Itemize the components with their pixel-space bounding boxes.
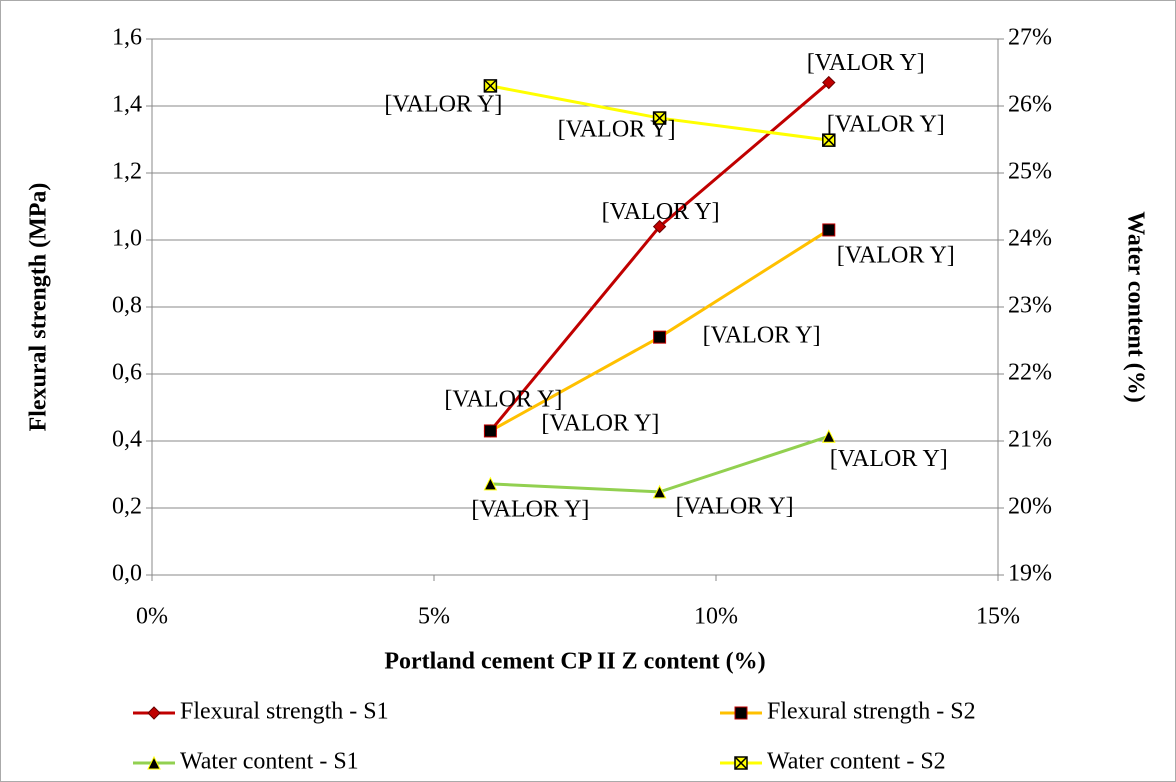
data-label: [VALOR Y]: [807, 50, 925, 76]
x-axis-title: Portland cement CP II Z content (%): [384, 649, 765, 675]
legend-label: Water content - S1: [180, 749, 359, 775]
data-label: [VALOR Y]: [541, 410, 659, 436]
y2-tick-label: 20%: [1008, 494, 1052, 520]
data-label: [VALOR Y]: [444, 386, 562, 412]
marker-shape: [147, 755, 161, 770]
data-label: [VALOR Y]: [703, 323, 821, 349]
y2-tick-label: 23%: [1008, 293, 1052, 319]
marker-shape: [822, 223, 836, 237]
marker-shape: [483, 424, 497, 438]
marker: [653, 330, 667, 344]
y-tick-label: 0,4: [112, 427, 142, 453]
y2-tick-label: 19%: [1008, 561, 1052, 587]
marker-shape: [483, 79, 497, 93]
marker: [483, 79, 498, 93]
marker: [652, 219, 667, 234]
marker-shape: [652, 219, 667, 234]
marker-shape: [822, 133, 836, 147]
legend-label: Flexural strength - S2: [767, 699, 976, 725]
y-tick-label: 1,2: [112, 159, 142, 185]
marker: [483, 424, 497, 438]
data-label: [VALOR Y]: [558, 117, 676, 143]
marker: [734, 706, 748, 720]
marker: [822, 133, 836, 147]
data-label: [VALOR Y]: [837, 242, 955, 268]
marker: [652, 111, 667, 125]
marker-shape: [652, 484, 667, 499]
data-label: [VALOR Y]: [471, 496, 589, 522]
marker-shape: [653, 330, 667, 344]
data-label: [VALOR Y]: [602, 199, 720, 225]
y2-tick-label: 22%: [1008, 360, 1052, 386]
x-tick-label: 10%: [694, 604, 738, 630]
y-tick-label: 1,6: [112, 25, 142, 51]
data-label: [VALOR Y]: [676, 493, 794, 519]
x-tick-label: 5%: [418, 604, 450, 630]
marker-shape: [822, 75, 836, 90]
x-tick-label: 0%: [136, 604, 168, 630]
y2-tick-label: 27%: [1008, 25, 1052, 51]
y2-axis-title: Water content (%): [1122, 211, 1148, 403]
marker: [734, 756, 748, 770]
data-label: [VALOR Y]: [384, 91, 502, 117]
legend-label: Water content - S2: [767, 749, 946, 775]
y-tick-label: 0,2: [112, 494, 142, 520]
marker-shape: [734, 756, 748, 770]
marker: [822, 75, 836, 90]
marker: [147, 706, 161, 720]
legend-label: Flexural strength - S1: [180, 699, 389, 725]
y2-tick-label: 26%: [1008, 92, 1052, 118]
y-tick-label: 1,0: [112, 226, 142, 252]
marker-shape: [147, 706, 161, 720]
marker-shape: [821, 429, 836, 443]
y-tick-label: 0,6: [112, 360, 142, 386]
y-axis-title: Flexural strength (MPa): [26, 183, 52, 432]
marker-shape: [483, 476, 498, 491]
marker: [822, 223, 836, 237]
y-tick-label: 0,0: [112, 561, 142, 587]
marker: [821, 429, 836, 443]
data-label: [VALOR Y]: [830, 446, 948, 472]
y2-tick-label: 25%: [1008, 159, 1052, 185]
marker-shape: [734, 706, 748, 720]
marker-shape: [653, 111, 667, 125]
y2-tick-label: 21%: [1008, 427, 1052, 453]
y-tick-label: 1,4: [112, 92, 142, 118]
marker: [652, 484, 667, 499]
marker: [483, 476, 498, 491]
y-tick-label: 0,8: [112, 293, 142, 319]
marker: [147, 755, 161, 770]
y2-tick-label: 24%: [1008, 226, 1052, 252]
x-tick-label: 15%: [976, 604, 1020, 630]
data-label: [VALOR Y]: [827, 112, 945, 138]
